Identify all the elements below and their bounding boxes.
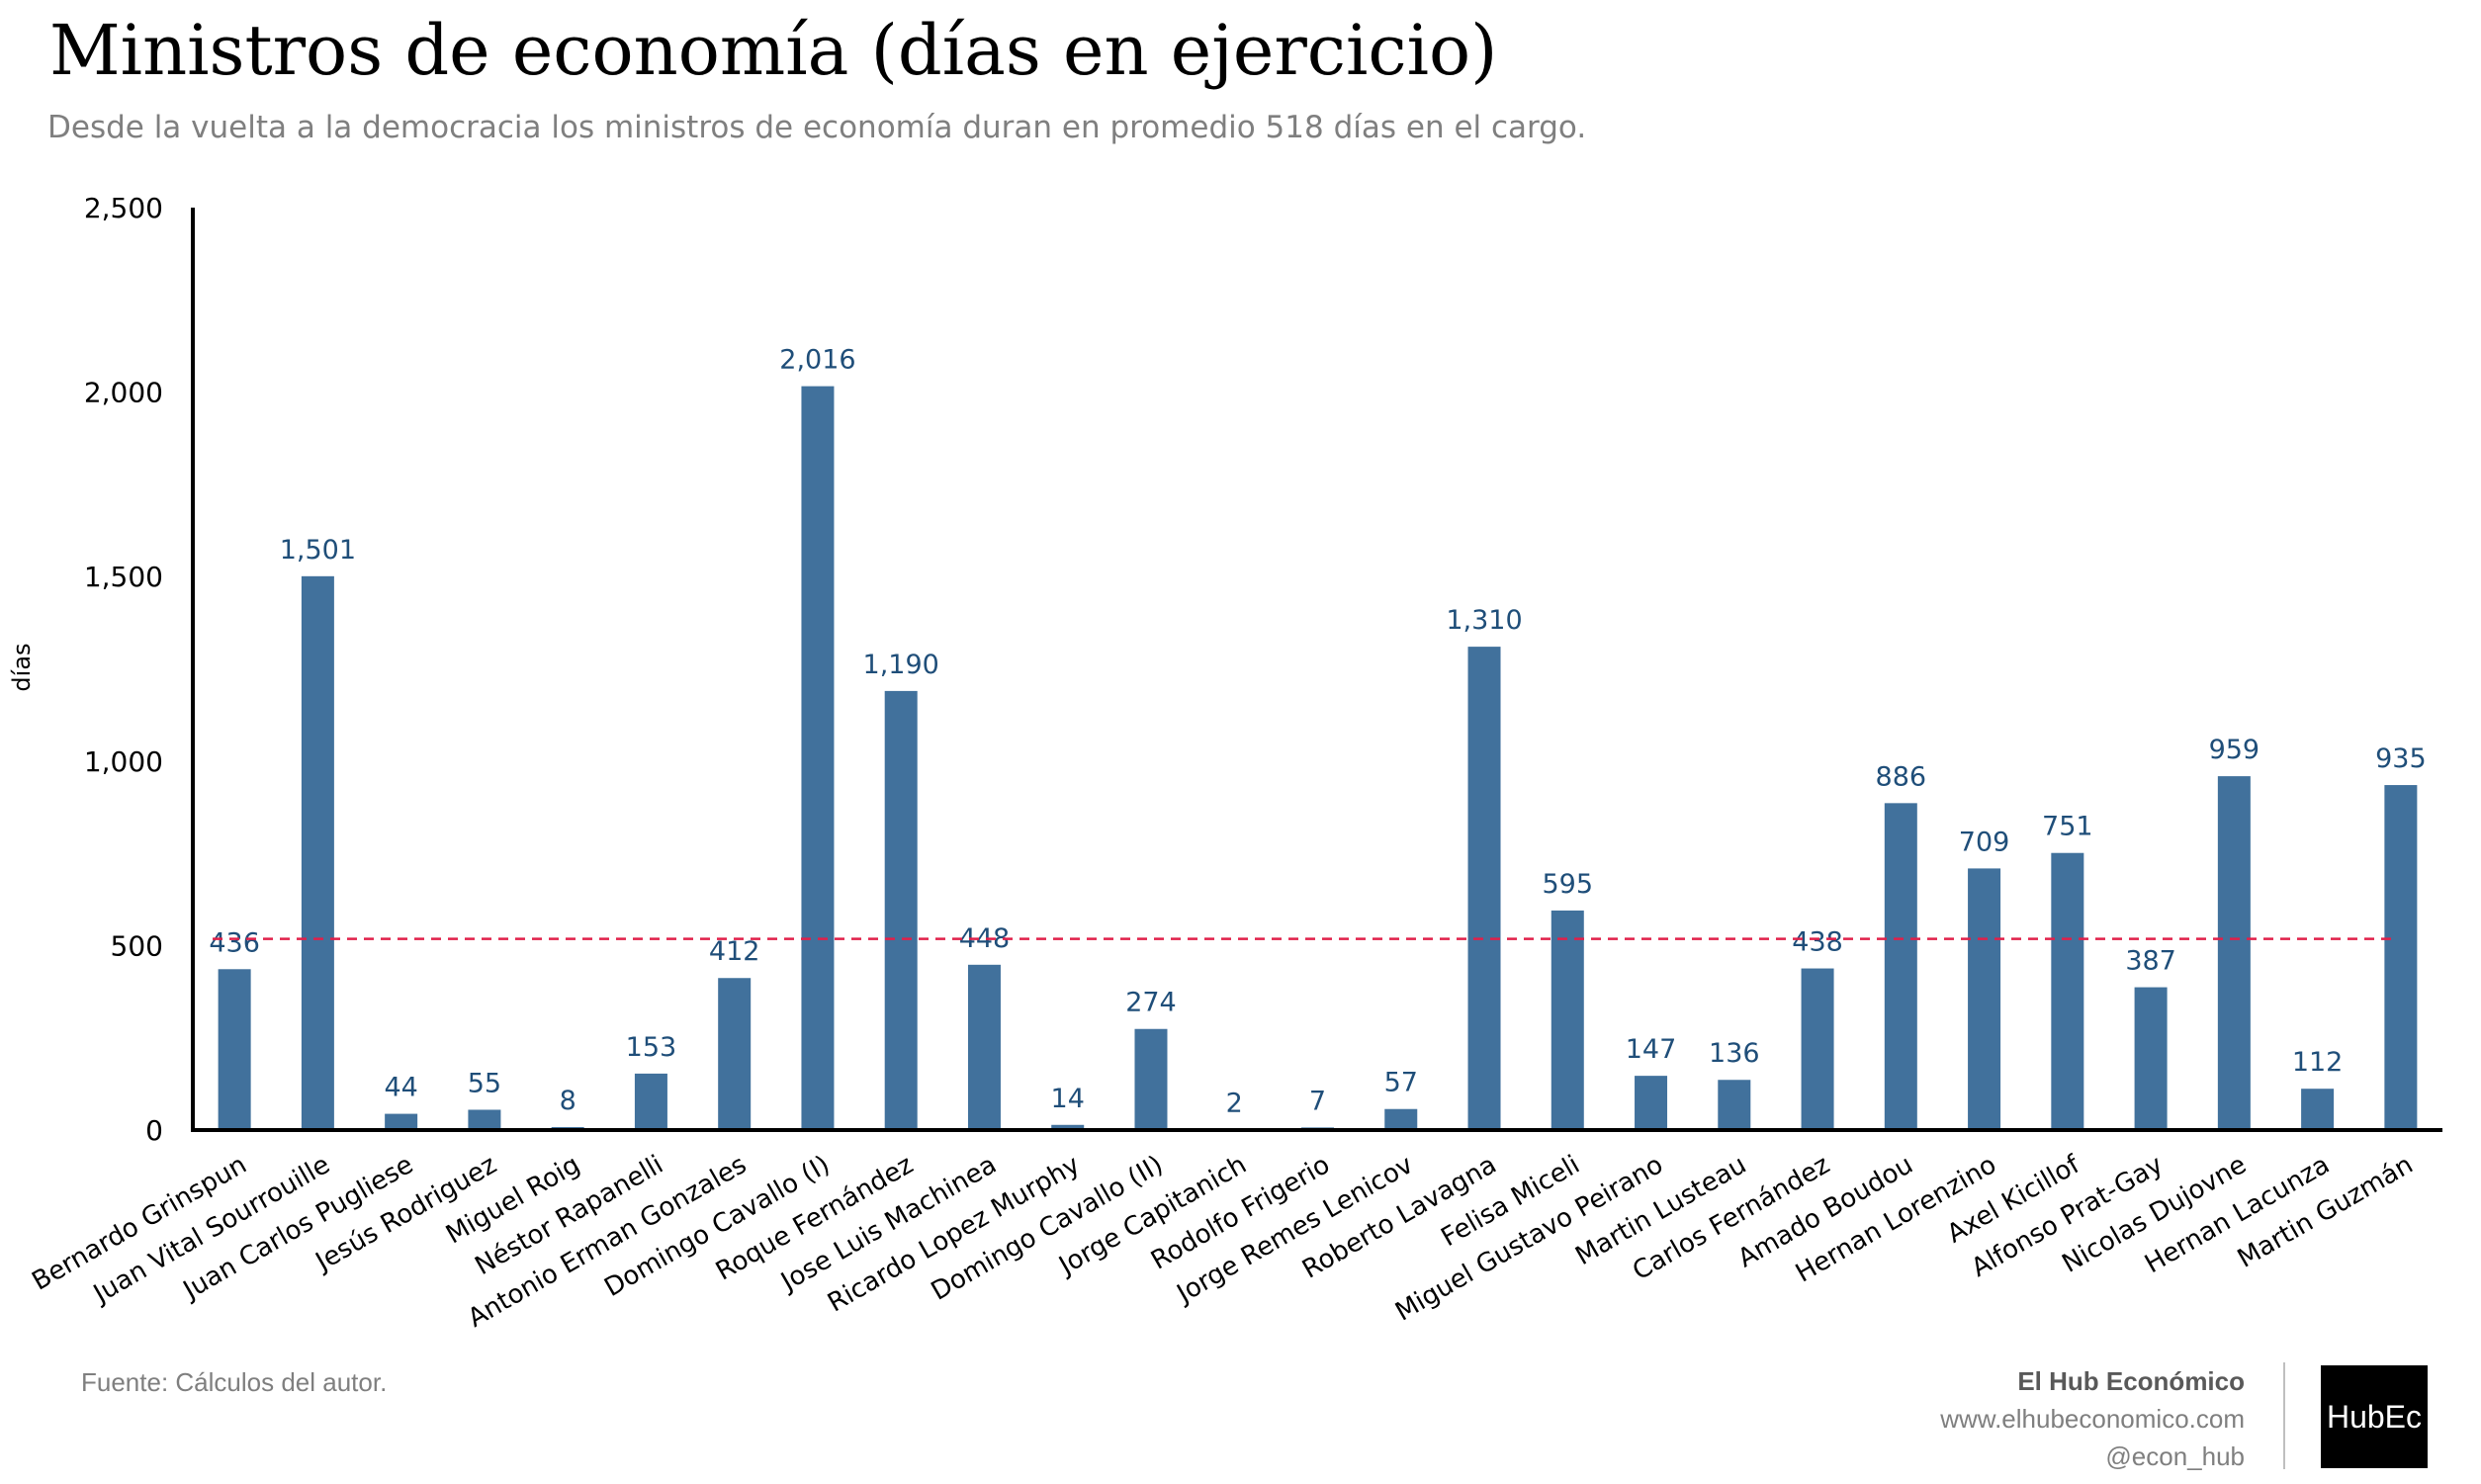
- y-tick-label: 500: [111, 929, 163, 962]
- chart-title: Ministros de economía (días en ejercicio…: [49, 10, 1498, 91]
- data-label: 136: [1709, 1038, 1760, 1069]
- brand-info: El Hub Económico www.elhubeconomico.com …: [1940, 1362, 2245, 1475]
- data-label: 153: [626, 1032, 677, 1063]
- data-label: 1,501: [280, 535, 356, 566]
- data-label: 55: [468, 1068, 501, 1098]
- bar: [385, 1113, 418, 1130]
- brand-divider: [2283, 1362, 2285, 1469]
- data-label: 436: [209, 927, 260, 958]
- chart-subtitle: Desde la vuelta a la democracia los mini…: [47, 110, 1587, 145]
- data-label: 14: [1051, 1084, 1085, 1114]
- bar: [801, 386, 835, 1131]
- data-label: 387: [2125, 946, 2176, 977]
- bar: [1884, 803, 1917, 1130]
- data-label: 2,016: [779, 345, 855, 376]
- data-label: 274: [1125, 988, 1177, 1018]
- data-label: 44: [384, 1073, 417, 1103]
- y-tick-label: 2,000: [84, 377, 163, 409]
- bar: [1384, 1108, 1418, 1130]
- data-label: 2: [1226, 1088, 1243, 1118]
- data-label: 448: [959, 923, 1011, 954]
- data-label: 595: [1543, 869, 1594, 900]
- bar: [634, 1073, 667, 1130]
- bar: [301, 575, 334, 1130]
- data-label: 7: [1309, 1086, 1326, 1116]
- bar: [2384, 785, 2418, 1130]
- brand-url[interactable]: www.elhubeconomico.com: [1940, 1404, 2245, 1434]
- bar: [884, 690, 918, 1130]
- bar: [1551, 910, 1584, 1130]
- bar: [1801, 968, 1834, 1130]
- data-label: 1,310: [1446, 605, 1522, 636]
- brand-logo: HubEc: [2321, 1365, 2428, 1468]
- source-note: Fuente: Cálculos del autor.: [81, 1367, 388, 1397]
- bar: [1051, 1124, 1085, 1130]
- data-label: 959: [2209, 735, 2260, 765]
- y-tick-label: 1,000: [84, 745, 163, 778]
- data-label: 751: [2042, 812, 2093, 842]
- y-tick-label: 1,500: [84, 561, 163, 593]
- data-label: 412: [709, 936, 760, 967]
- data-label: 1,190: [863, 650, 939, 680]
- data-label: 935: [2375, 743, 2427, 774]
- data-label: 8: [560, 1086, 576, 1116]
- bar: [718, 978, 752, 1130]
- data-label: 709: [1959, 827, 2010, 857]
- data-label: 886: [1876, 761, 1927, 792]
- bar: [1635, 1076, 1668, 1130]
- data-label: 147: [1626, 1034, 1677, 1065]
- y-tick-label: 2,500: [84, 192, 163, 224]
- bar: [1467, 647, 1501, 1130]
- y-axis-label: días: [8, 643, 36, 691]
- data-label: 112: [2292, 1047, 2344, 1078]
- data-label: 438: [1792, 927, 1843, 958]
- y-axis-ticks: 0 500 1,000 1,500 2,000 2,500: [84, 192, 163, 1147]
- bar: [1968, 868, 2001, 1130]
- bar: [1718, 1080, 1751, 1130]
- bar: [967, 964, 1001, 1130]
- bar: [468, 1109, 501, 1130]
- bar: [2051, 852, 2084, 1130]
- bars: [218, 386, 2418, 1131]
- bar: [2217, 776, 2251, 1130]
- data-label: 57: [1384, 1068, 1418, 1098]
- y-tick-label: 0: [145, 1114, 163, 1147]
- bar: [1134, 1028, 1168, 1130]
- bar: [2134, 987, 2168, 1130]
- bar: [2301, 1089, 2335, 1130]
- brand-name: El Hub Económico: [2017, 1366, 2245, 1396]
- brand-handle[interactable]: @econ_hub: [2105, 1441, 2245, 1471]
- bar: [218, 969, 251, 1130]
